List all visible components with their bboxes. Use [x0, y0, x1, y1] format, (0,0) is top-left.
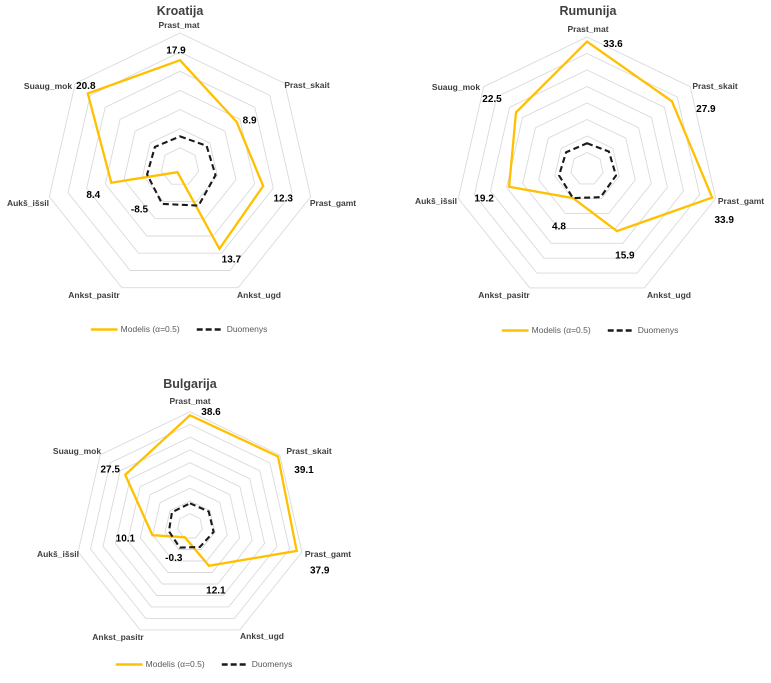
- chart-title-rumunija: Rumunija: [559, 4, 617, 18]
- legend-label-modelis: Modelis (α=0.5): [120, 324, 180, 334]
- axis-label: Prast_gamt: [305, 549, 351, 559]
- data-label: -8.5: [131, 205, 149, 216]
- grid-ring: [490, 69, 684, 259]
- legend-bulgarija: Modelis (α=0.5) Duomenys: [115, 659, 293, 669]
- axis-label: Ankst_pasitr: [478, 290, 530, 300]
- axis-label: Prast_mat: [567, 24, 608, 34]
- axis-label: Ankst_pasitr: [68, 290, 120, 300]
- legend-swatch-modelis-solid-line: [501, 328, 529, 333]
- data-label: 17.9: [166, 46, 186, 57]
- data-label: 8.4: [86, 190, 100, 201]
- grid-ring: [77, 411, 303, 631]
- data-label: 15.9: [615, 251, 635, 262]
- grid-ring: [164, 500, 216, 550]
- data-label: 27.5: [100, 464, 120, 475]
- grid-ring: [522, 102, 652, 229]
- data-label: 12.1: [206, 585, 226, 596]
- axis-label: Ankst_ugd: [240, 631, 284, 641]
- legend-swatch-duomenys-dashed-line: [607, 328, 635, 333]
- data-label: -0.3: [165, 553, 183, 564]
- legend-kroatija: Modelis (α=0.5) Duomenys: [90, 324, 268, 334]
- data-label: 37.9: [310, 565, 330, 576]
- data-label: 22.5: [482, 94, 502, 105]
- legend-swatch-modelis-solid-line: [115, 662, 143, 667]
- axis-label: Suaug_mok: [432, 82, 480, 92]
- grid-ring: [104, 89, 256, 237]
- data-label: 20.8: [76, 81, 96, 92]
- data-label: 8.9: [243, 115, 257, 126]
- grid-ring: [90, 424, 290, 619]
- grid-ring: [48, 32, 312, 289]
- data-label: 33.6: [603, 39, 623, 50]
- grid-ring: [114, 449, 266, 596]
- axis-label: Aukš_išsil: [37, 549, 79, 559]
- grid-ring: [86, 70, 274, 254]
- axis-label: Prast_gamt: [718, 196, 764, 206]
- data-label: 19.2: [474, 193, 494, 204]
- axis-label: Prast_gamt: [310, 198, 356, 208]
- axis-label: Prast_skait: [284, 80, 330, 90]
- legend-label-duomenys: Duomenys: [226, 324, 268, 334]
- grid-ring: [123, 109, 237, 220]
- chart-title-bulgarija: Bulgarija: [163, 377, 217, 391]
- data-label: 12.3: [273, 194, 293, 205]
- axis-label: Prast_skait: [692, 81, 738, 91]
- legend-swatch-duomenys-dashed-line: [196, 327, 224, 332]
- data-label: 13.7: [222, 254, 242, 265]
- series-modelis-line: [86, 58, 265, 251]
- grid-ring: [160, 147, 200, 185]
- grid-ring: [506, 86, 668, 244]
- series-duomenys-line: [167, 502, 215, 549]
- grid-ring: [127, 462, 253, 585]
- chart-title-kroatija: Kroatija: [156, 4, 204, 18]
- axis-label: Aukš_išsil: [415, 196, 457, 206]
- grid-ring: [152, 487, 228, 562]
- data-label: 27.9: [696, 104, 716, 115]
- grid-ring: [139, 475, 241, 573]
- series-modelis-line: [123, 413, 299, 568]
- axis-label: Suaug_mok: [24, 81, 72, 91]
- data-label: 38.6: [201, 407, 221, 418]
- axis-label: Aukš_išsil: [7, 198, 49, 208]
- series-duomenys-line: [145, 135, 217, 207]
- grid-ring: [67, 51, 293, 271]
- legend-label-duomenys: Duomenys: [637, 325, 679, 335]
- legend-label-modelis: Modelis (α=0.5): [145, 659, 205, 669]
- legend-swatch-duomenys-dashed-line: [221, 662, 249, 667]
- grid-ring: [473, 53, 701, 274]
- axis-label: Prast_mat: [158, 20, 199, 30]
- axis-label: Ankst_ugd: [237, 290, 281, 300]
- data-label: 39.1: [294, 465, 314, 476]
- grid-ring: [554, 135, 620, 200]
- grid-ring: [142, 128, 218, 202]
- legend-rumunija: Modelis (α=0.5) Duomenys: [501, 325, 679, 335]
- grid-ring: [457, 36, 717, 289]
- data-label: 10.1: [116, 534, 136, 545]
- axis-label: Suaug_mok: [53, 446, 101, 456]
- data-label: 33.9: [714, 215, 734, 226]
- axis-label: Prast_skait: [286, 446, 332, 456]
- grid-ring: [177, 513, 203, 539]
- axis-label: Prast_mat: [169, 396, 210, 406]
- grid-ring: [538, 119, 636, 215]
- legend-swatch-modelis-solid-line: [90, 327, 118, 332]
- data-label: 4.8: [552, 222, 566, 233]
- legend-label-modelis: Modelis (α=0.5): [531, 325, 591, 335]
- grid-ring: [102, 436, 278, 608]
- grid-ring: [570, 152, 604, 185]
- legend-label-duomenys: Duomenys: [251, 659, 293, 669]
- axis-label: Ankst_ugd: [647, 290, 691, 300]
- series-duomenys-line: [557, 142, 618, 200]
- series-modelis-line: [507, 40, 714, 233]
- axis-label: Ankst_pasitr: [92, 632, 144, 642]
